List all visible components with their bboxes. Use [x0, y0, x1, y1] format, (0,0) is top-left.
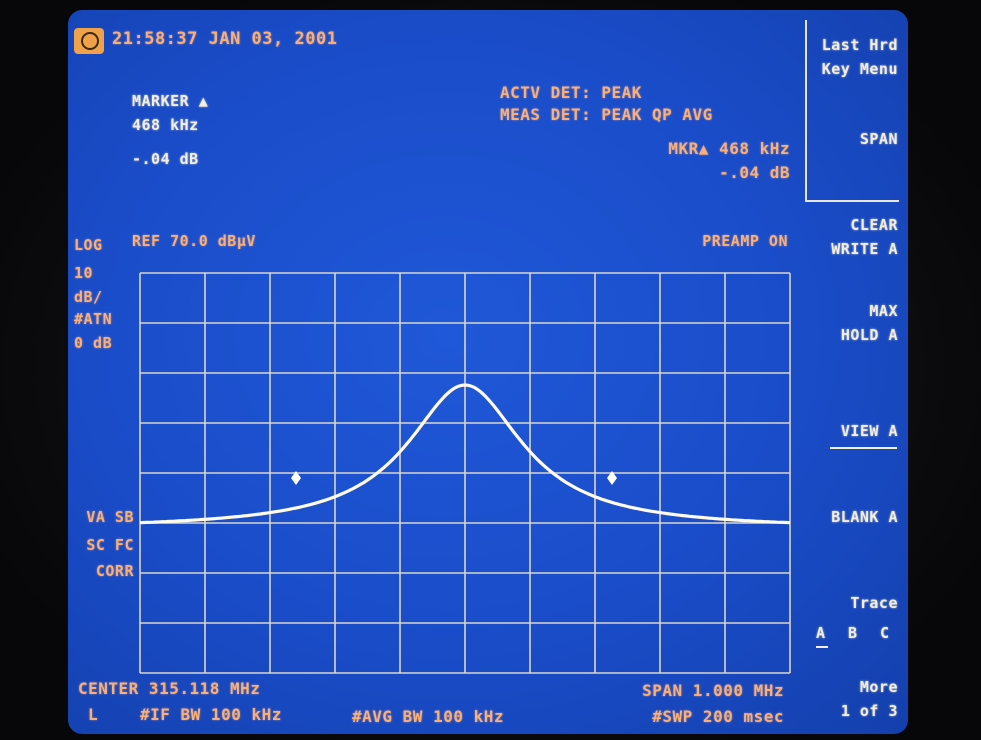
softkey-clear-write-line2[interactable]: WRITE A: [831, 240, 898, 258]
scale-mode: LOG: [74, 236, 103, 254]
if-bandwidth: #IF BW 100 kHz: [140, 705, 282, 724]
softkey-max-hold-line2[interactable]: HOLD A: [840, 326, 898, 344]
softkey-max-hold-line1[interactable]: MAX: [869, 302, 898, 320]
marker-title: MARKER ▲: [132, 92, 209, 110]
measure-detector: MEAS DET: PEAK QP AVG: [500, 105, 713, 124]
softkey-trace-label: Trace: [850, 594, 898, 612]
softkey-title-box: [805, 20, 899, 202]
softkey-blank[interactable]: BLANK A: [831, 508, 898, 526]
indicator-corr: CORR: [95, 562, 134, 580]
analyzer-screen: 21:58:37 JAN 03, 2001 MARKER ▲ 468 kHz -…: [68, 10, 908, 734]
trace-a-underline: [816, 646, 828, 648]
trace-option-a[interactable]: A: [816, 624, 826, 642]
scale-div-unit: dB/: [74, 288, 103, 306]
avg-bandwidth: #AVG BW 100 kHz: [352, 707, 504, 726]
softkey-span[interactable]: SPAN: [859, 130, 898, 148]
datetime: 21:58:37 JAN 03, 2001: [112, 29, 338, 49]
view-underline: [830, 447, 897, 449]
grid-lines: [139, 272, 791, 674]
attenuation-value: 0 dB: [74, 334, 113, 352]
trace-option-b[interactable]: B: [848, 624, 858, 642]
indicator-sc-fc: SC FC: [86, 536, 134, 554]
hp-logo: [74, 28, 104, 54]
preamp-status: PREAMP ON: [702, 232, 788, 250]
center-frequency: CENTER 315.118 MHz: [78, 679, 261, 698]
marker-freq: 468 kHz: [132, 116, 199, 134]
softkey-more-line1[interactable]: More: [859, 678, 898, 696]
softkey-title-line1: Last Hrd: [821, 36, 898, 54]
reference-level: REF 70.0 dBµV: [132, 232, 256, 250]
active-detector: ACTV DET: PEAK: [500, 83, 642, 102]
attenuation-label: #ATN: [74, 310, 113, 328]
scale-div-value: 10: [74, 264, 94, 282]
softkey-title-line2: Key Menu: [821, 60, 898, 78]
softkey-clear-write-line1[interactable]: CLEAR: [850, 216, 898, 234]
left-flag: L: [88, 705, 99, 724]
graticule: [139, 272, 791, 674]
marker-2-icon: [607, 471, 617, 485]
marker-level: -.04 dB: [132, 150, 199, 168]
indicator-va-sb: VA SB: [86, 508, 134, 526]
marker-delta-level: -.04 dB: [719, 163, 790, 182]
trace-a: [139, 383, 791, 525]
span: SPAN 1.000 MHz: [642, 681, 784, 700]
softkey-view[interactable]: VIEW A: [840, 422, 898, 440]
sweep-time: #SWP 200 msec: [652, 707, 784, 726]
marker-delta-freq: MKR▲ 468 kHz: [668, 139, 790, 158]
marker-1-icon: [291, 471, 301, 485]
softkey-more-line2[interactable]: 1 of 3: [840, 702, 898, 720]
trace-option-c[interactable]: C: [880, 624, 890, 642]
